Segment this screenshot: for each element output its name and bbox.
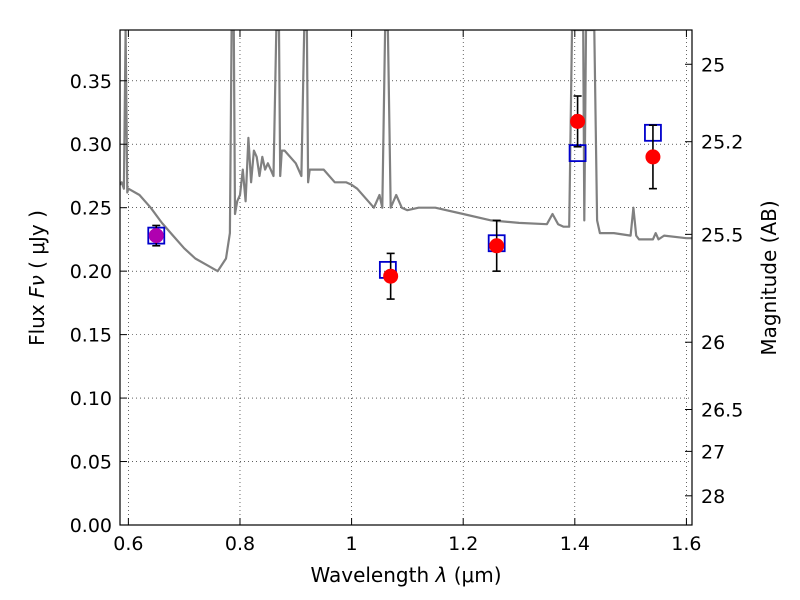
y-tick-label: 0.15: [70, 325, 112, 347]
x-tick-label: 1: [346, 533, 358, 555]
model-sed-line: [120, 30, 692, 273]
observed-flux-point: [645, 149, 661, 165]
plot-frame: [119, 29, 693, 526]
x-tick-label: 1.4: [560, 533, 590, 555]
y-tick-label: 0.10: [70, 388, 112, 410]
observed-flux-point: [383, 268, 399, 284]
mag-tick-label: 25: [701, 54, 725, 76]
mag-tick-label: 26.5: [701, 400, 743, 422]
x-tick-label: 0.8: [225, 533, 255, 555]
mag-tick-label: 25.5: [701, 224, 743, 246]
y-tick-label: 0.00: [70, 515, 112, 537]
y-tick-label: 0.20: [70, 261, 112, 283]
y-axis-title: Flux Fν ( μJy ): [25, 210, 49, 346]
model-sed-layer: [120, 30, 692, 273]
y-tick-label: 0.30: [70, 134, 112, 156]
y-tick-label: 0.05: [70, 452, 112, 474]
axes: 0.6 0.8 1 1.2 1.4 1.6 0.00 0.05 0.10 0.15 0.20 0.25…: [70, 30, 743, 555]
x-tick-label: 0.6: [113, 533, 143, 555]
y-tick-label: 0.25: [70, 198, 112, 220]
mag-tick-label: 27: [701, 441, 725, 463]
y2-axis-title: Magnitude (AB): [757, 200, 781, 355]
grid: [120, 30, 692, 526]
mag-tick-label: 28: [701, 486, 725, 508]
x-tick-label: 1.6: [671, 533, 701, 555]
observed-flux-point: [148, 228, 164, 244]
mag-tick-label: 25.2: [701, 132, 743, 154]
observed-flux-point: [570, 113, 586, 129]
data-points-layer: [147, 95, 662, 300]
x-axis-title: Wavelength λ (μm): [310, 563, 501, 587]
x-tick-label: 1.2: [448, 533, 478, 555]
y-tick-label: 0.35: [70, 71, 112, 93]
observed-flux-point: [489, 238, 505, 254]
mag-tick-label: 26: [701, 332, 725, 354]
